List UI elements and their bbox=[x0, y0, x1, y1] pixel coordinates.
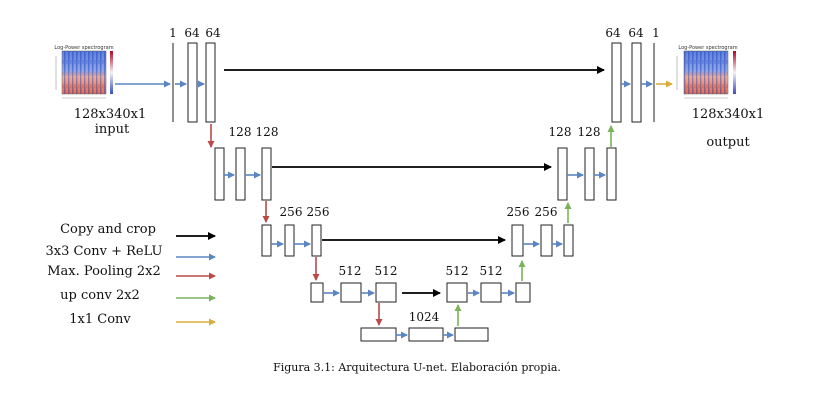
level3-right-channels-1: 256 bbox=[507, 205, 530, 219]
level3-left-channels-1: 256 bbox=[280, 205, 303, 219]
input-size-label: 128x340x1 bbox=[74, 107, 147, 122]
level1-right-channels-3: 1 bbox=[652, 26, 660, 40]
input-label: input bbox=[95, 122, 130, 137]
level1-left-channels-3: 64 bbox=[205, 26, 221, 40]
level4-right-channels-2: 512 bbox=[480, 264, 503, 278]
level2-right-block-1 bbox=[557, 147, 568, 201]
level2-left-block-1 bbox=[235, 147, 246, 201]
legend-label-upconv: up conv 2x2 bbox=[60, 288, 140, 303]
level1-right-block-1 bbox=[611, 42, 622, 123]
level1-left-block-2 bbox=[205, 42, 216, 123]
input-spectrogram: Log-Power spectrogram bbox=[54, 45, 114, 99]
level3-left-channels-2: 256 bbox=[307, 205, 330, 219]
level4-right-block-1 bbox=[446, 282, 468, 303]
level2-right-channels-1: 128 bbox=[549, 125, 572, 139]
output-size-label: 128x340x1 bbox=[692, 107, 765, 122]
level4-right-block-3 bbox=[515, 282, 531, 303]
level1-right-block-2 bbox=[631, 42, 642, 123]
figure-caption: Figura 3.1: Arquitectura U-net. Elaborac… bbox=[273, 361, 561, 374]
level1-left-block-1 bbox=[187, 42, 198, 123]
level2-left-block-0 bbox=[214, 147, 225, 201]
level3-right-block-2 bbox=[540, 224, 553, 257]
level3-left-block-1 bbox=[284, 224, 295, 257]
output-spectrogram-title: Log-Power spectrogram bbox=[678, 45, 737, 51]
level4-right-channels-1: 512 bbox=[446, 264, 469, 278]
level2-right-channels-2: 128 bbox=[578, 125, 601, 139]
bottom-channels: 1024 bbox=[409, 310, 440, 324]
legend-label-conv1x1: 1x1 Conv bbox=[69, 312, 131, 327]
level4-left-channels-1: 512 bbox=[339, 264, 362, 278]
level1-left-channels-2: 64 bbox=[184, 26, 200, 40]
level1-left-channels-1: 1 bbox=[169, 26, 177, 40]
level4-right-block-2 bbox=[480, 282, 502, 303]
level3-right-block-3 bbox=[563, 224, 574, 257]
level3-left-block-2 bbox=[311, 224, 322, 257]
level4-left-channels-2: 512 bbox=[375, 264, 398, 278]
legend: Copy and crop 3x3 Conv + ReLU Max. Pooli… bbox=[45, 222, 216, 327]
legend-label-pool: Max. Pooling 2x2 bbox=[47, 264, 161, 279]
level2-left-block-2 bbox=[261, 147, 272, 201]
output-label: output bbox=[706, 135, 750, 150]
level1-right-channels-2: 64 bbox=[628, 26, 644, 40]
level3-right-block-1 bbox=[511, 224, 524, 257]
level4-left-block-0 bbox=[310, 282, 324, 303]
level3-left-block-0 bbox=[261, 224, 272, 257]
bottom-block-2 bbox=[454, 327, 489, 342]
level3-right-channels-2: 256 bbox=[535, 205, 558, 219]
input-spectrogram-title: Log-Power spectrogram bbox=[54, 45, 113, 51]
legend-label-copy-crop: Copy and crop bbox=[60, 222, 156, 237]
level2-left-channels-2: 128 bbox=[256, 125, 279, 139]
output-spectrogram: Log-Power spectrogram bbox=[676, 45, 738, 99]
bottom-block-1 bbox=[408, 327, 444, 342]
level2-right-block-2 bbox=[584, 147, 595, 201]
bottom-block-0 bbox=[360, 327, 397, 342]
level4-left-block-2 bbox=[375, 282, 397, 303]
level1-right-channels-1: 64 bbox=[605, 26, 621, 40]
level4-left-block-1 bbox=[340, 282, 362, 303]
level2-right-block-3 bbox=[606, 147, 617, 201]
level2-left-channels-1: 128 bbox=[229, 125, 252, 139]
legend-label-conv: 3x3 Conv + ReLU bbox=[45, 244, 162, 259]
